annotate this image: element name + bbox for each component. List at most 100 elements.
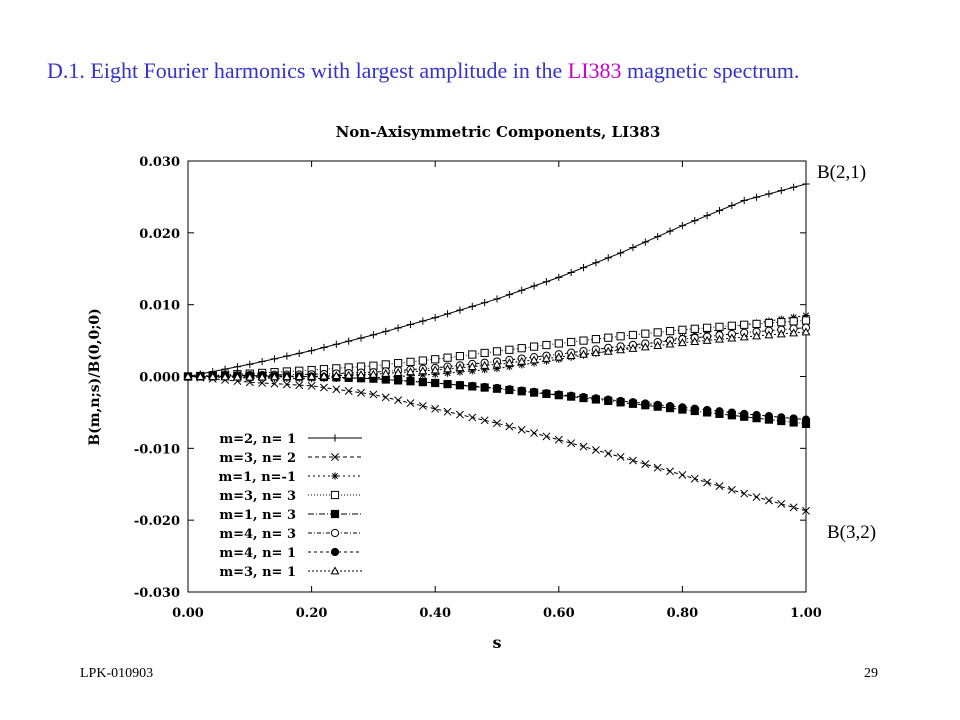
series-point-m3-n3 xyxy=(579,336,588,345)
series-point-m2-n1 xyxy=(481,299,489,307)
series-point-m3-n1 xyxy=(690,336,700,345)
series-point-m2-n1 xyxy=(691,217,699,225)
series-point-m3-n2 xyxy=(777,499,786,508)
series-point-m3-n3 xyxy=(505,345,514,354)
series-point-m3-n3 xyxy=(591,335,600,344)
series-point-m4-n1 xyxy=(480,382,489,392)
series-point-m4-n1 xyxy=(641,399,650,408)
series-point-m3-n1 xyxy=(232,372,242,381)
series-point-m2-n1 xyxy=(617,249,625,257)
slide-heading: D.1. Eight Fourier harmonics with larges… xyxy=(47,56,907,86)
series-point-m4-n1 xyxy=(567,391,576,400)
series-point-m3-n2 xyxy=(542,432,551,441)
series-point-m4-n1 xyxy=(690,404,699,413)
series-point-m3-n3 xyxy=(455,351,465,361)
series-point-m4-n1 xyxy=(443,379,452,389)
series-point-m3-n1 xyxy=(727,333,737,342)
y-tick-label: -0.030 xyxy=(134,586,180,601)
series-point-m3-n1 xyxy=(245,372,255,381)
series-point-m3-n2 xyxy=(406,399,415,408)
legend-marker-m4-n1 xyxy=(330,547,340,557)
series-point-m2-n1 xyxy=(308,347,316,355)
series-point-m2-n1 xyxy=(765,190,773,198)
series-point-m4-n1 xyxy=(678,403,687,412)
series-point-m3-n1 xyxy=(331,371,341,380)
annotation-b32: B(3,2) xyxy=(827,522,877,543)
series-point-m2-n1 xyxy=(505,291,513,299)
legend-label-m4-n3: m=4, n= 3 xyxy=(219,527,296,542)
footer-code: LPK-010903 xyxy=(80,666,154,681)
series-point-m2-n1 xyxy=(567,268,575,277)
series-point-m2-n1 xyxy=(530,282,538,290)
series-point-m4-n1 xyxy=(529,387,539,396)
series-point-m2-n1 xyxy=(258,357,266,366)
legend-marker-m3-n2 xyxy=(331,453,339,461)
series-point-m2-n1 xyxy=(802,180,810,188)
series-point-m3-n2 xyxy=(431,404,440,413)
series-point-m3-n1 xyxy=(467,361,477,370)
series-point-m3-n2 xyxy=(567,439,576,448)
series-point-m3-n3 xyxy=(789,317,798,326)
series-point-m3-n1 xyxy=(307,371,317,380)
series-point-m2-n1 xyxy=(641,238,649,246)
series-point-m4-n1 xyxy=(653,400,662,409)
series-point-m2-n1 xyxy=(320,343,328,352)
series-point-m2-n1 xyxy=(394,324,402,332)
series-point-m3-n2 xyxy=(418,401,427,410)
series-point-m3-n3 xyxy=(567,337,576,347)
annotation-b21: B(2,1) xyxy=(817,162,867,183)
y-tick-label: 0.030 xyxy=(139,155,180,170)
chart-title: Non-Axisymmetric Components, LI383 xyxy=(336,123,661,141)
series-point-m2-n1 xyxy=(604,254,612,262)
series-point-m2-n1 xyxy=(592,259,600,267)
series-point-m4-n1 xyxy=(394,376,403,385)
series-point-m4-n1 xyxy=(579,392,588,402)
series-point-m3-n2 xyxy=(641,460,650,469)
series-point-m2-n1 xyxy=(406,320,415,329)
series-point-m3-n2 xyxy=(455,410,464,419)
series-point-m3-n2 xyxy=(307,381,316,390)
series-point-m3-n2 xyxy=(332,385,341,394)
series-point-m3-n2 xyxy=(666,467,674,476)
y-tick-label: 0.010 xyxy=(139,299,180,314)
series-point-m3-n1 xyxy=(801,327,811,336)
series-point-m4-n1 xyxy=(604,395,613,404)
series-point-m3-n3 xyxy=(653,328,662,337)
series-point-m3-n2 xyxy=(678,470,687,479)
series-point-m4-n1 xyxy=(740,409,749,418)
legend-label-m3-n1: m=3, n= 1 xyxy=(219,565,296,580)
x-tick-label: 0.00 xyxy=(172,606,204,621)
legend-marker-m1-n3 xyxy=(330,509,340,519)
series-point-m3-n3 xyxy=(431,355,440,364)
series-point-m3-n3 xyxy=(703,323,712,332)
page-number: 29 xyxy=(864,666,878,681)
series-point-m3-n3 xyxy=(752,319,761,329)
series-point-m3-n1 xyxy=(257,372,267,381)
series-point-m3-n1 xyxy=(628,343,638,352)
series-point-m4-n1 xyxy=(628,398,638,407)
series-point-m3-n1 xyxy=(764,330,774,339)
series-point-m4-n1 xyxy=(431,378,440,388)
series-point-m2-n1 xyxy=(728,201,736,210)
y-tick-label: 0.020 xyxy=(139,227,180,242)
series-point-m3-n2 xyxy=(740,489,749,498)
series-point-m3-n1 xyxy=(480,360,490,369)
series-point-m2-n1 xyxy=(431,313,439,322)
series-point-m3-n3 xyxy=(418,356,427,365)
series-point-m2-n1 xyxy=(283,352,291,360)
series-point-m3-n1 xyxy=(406,367,415,376)
series-point-m3-n1 xyxy=(183,371,193,380)
series-point-m3-n1 xyxy=(789,328,799,337)
series-point-m3-n3 xyxy=(727,321,736,330)
series-point-m3-n1 xyxy=(455,363,465,372)
series-point-m3-n3 xyxy=(777,318,786,327)
series-point-m3-n1 xyxy=(430,365,440,374)
series-point-m4-n1 xyxy=(455,380,465,390)
series-point-m3-n1 xyxy=(591,348,601,357)
series-point-m2-n1 xyxy=(493,295,501,303)
x-tick-label: 0.60 xyxy=(543,606,575,621)
legend-marker-m3-n3 xyxy=(330,490,340,500)
series-point-m3-n1 xyxy=(381,368,391,377)
y-tick-label: -0.010 xyxy=(134,442,180,457)
series-point-m3-n1 xyxy=(603,346,613,355)
